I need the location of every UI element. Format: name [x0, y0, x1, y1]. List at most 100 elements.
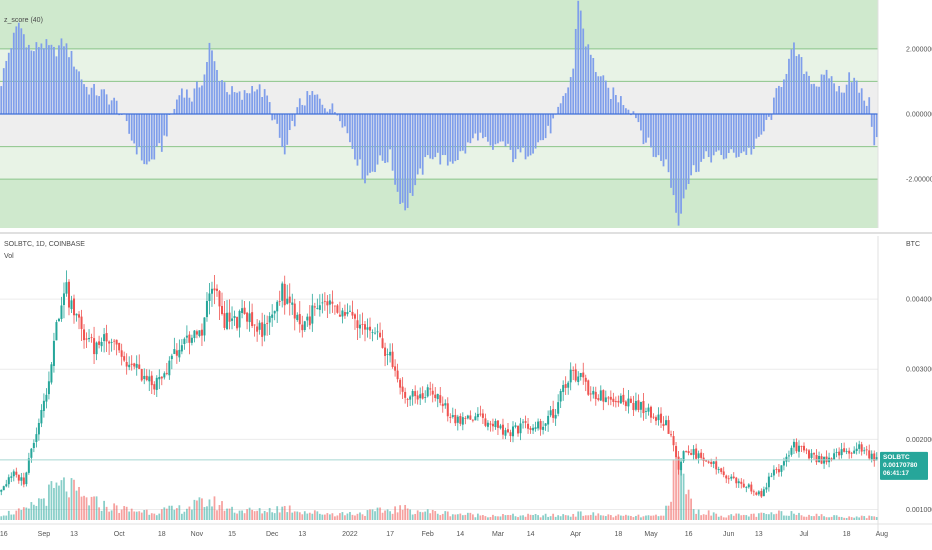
volume-bar	[223, 510, 226, 520]
zscore-bar	[263, 89, 266, 114]
volume-bar	[740, 515, 743, 520]
volume-bar	[675, 458, 677, 520]
volume-bar	[730, 514, 733, 520]
volume-bar	[647, 515, 650, 520]
candle-body	[98, 341, 101, 345]
zscore-bar	[316, 94, 319, 114]
zscore-bar	[165, 114, 168, 137]
x-tick-label: Jul	[800, 531, 809, 538]
volume-bar	[191, 509, 193, 520]
candle-body	[429, 388, 432, 390]
candle-body	[760, 491, 763, 497]
candle-body	[787, 455, 790, 457]
volume-bar	[251, 509, 253, 520]
candle-body	[506, 429, 509, 433]
zscore-bar	[296, 107, 299, 114]
candle-body	[210, 288, 213, 294]
price-tag: SOLBTC 0.00170780 06:41:17	[880, 451, 928, 480]
zscore-bar	[539, 114, 542, 141]
volume-bar	[293, 511, 296, 520]
zscore-bar	[752, 114, 755, 149]
candle-body	[73, 298, 76, 316]
candle-body	[356, 320, 359, 328]
volume-bar	[168, 505, 171, 520]
zscore-bar	[632, 111, 635, 114]
zscore-bar	[464, 114, 467, 154]
zscore-y-tick-label: 2.0000000	[906, 46, 932, 53]
zscore-bar	[685, 114, 687, 190]
candle-body	[471, 419, 474, 421]
zscore-bar	[339, 114, 341, 122]
candle-body	[818, 455, 821, 462]
zscore-bar	[619, 96, 622, 114]
volume-bar	[173, 509, 176, 520]
volume-bar	[552, 513, 555, 520]
volume-bar	[489, 517, 492, 520]
volume-bar	[17, 508, 20, 520]
volume-bar	[361, 514, 364, 520]
candle-body	[712, 461, 715, 464]
zscore-bar	[830, 76, 833, 114]
candle-body	[665, 420, 668, 426]
zscore-bar	[331, 103, 334, 114]
candle-body	[765, 487, 768, 490]
zscore-bar	[524, 114, 527, 160]
volume-bar	[411, 514, 414, 520]
volume-bar	[680, 458, 682, 520]
candle-body	[509, 432, 512, 437]
volume-bar	[233, 512, 236, 520]
zscore-bar	[587, 44, 590, 115]
candle-body	[735, 477, 738, 484]
volume-bar	[329, 514, 331, 520]
candle-body	[381, 338, 384, 348]
zscore-bar	[321, 104, 324, 114]
volume-bar	[431, 509, 434, 520]
candle-body	[45, 394, 48, 402]
zscore-bar	[73, 66, 75, 114]
volume-bar	[228, 508, 231, 520]
candle-body	[361, 324, 364, 325]
candle-body	[777, 469, 780, 473]
candle-body	[667, 420, 670, 434]
zscore-bar	[261, 97, 264, 114]
candle-body	[105, 333, 108, 342]
volume-bar	[619, 515, 622, 520]
zscore-bar	[43, 48, 45, 114]
zscore-bar	[399, 114, 401, 204]
zscore-bar	[158, 114, 161, 144]
volume-bar	[0, 516, 3, 520]
candle-body	[439, 395, 442, 403]
volume-bar	[622, 515, 625, 520]
candle-body	[379, 332, 382, 337]
zscore-bar	[256, 89, 259, 114]
candle-body	[599, 390, 602, 401]
volume-bar	[742, 514, 745, 520]
volume-bar	[90, 496, 93, 520]
zscore-bar	[855, 80, 858, 114]
volume-bar	[165, 508, 168, 520]
price-y-tick-label: 0.00100000	[906, 507, 932, 514]
candle-body	[7, 477, 10, 485]
volume-bar	[813, 516, 815, 520]
zscore-bar	[647, 114, 650, 138]
candle-body	[552, 409, 555, 418]
candle-body	[860, 444, 863, 452]
zscore-bar	[93, 83, 95, 114]
zscore-bar	[768, 114, 770, 117]
volume-bar	[261, 513, 264, 520]
candle-body	[547, 415, 550, 425]
candle-body	[466, 415, 469, 419]
volume-bar	[466, 512, 469, 520]
candle-body	[875, 457, 878, 461]
zscore-bar	[788, 58, 790, 114]
zscore-bar	[655, 114, 657, 158]
volume-bar	[775, 513, 778, 520]
zscore-bar	[110, 100, 113, 114]
zscore-bar	[853, 77, 856, 114]
zscore-bar	[444, 114, 447, 156]
volume-bar	[286, 512, 289, 520]
volume-bar	[266, 512, 269, 520]
volume-bar	[178, 505, 181, 520]
candle-body	[369, 326, 372, 331]
volume-bar	[441, 513, 444, 520]
